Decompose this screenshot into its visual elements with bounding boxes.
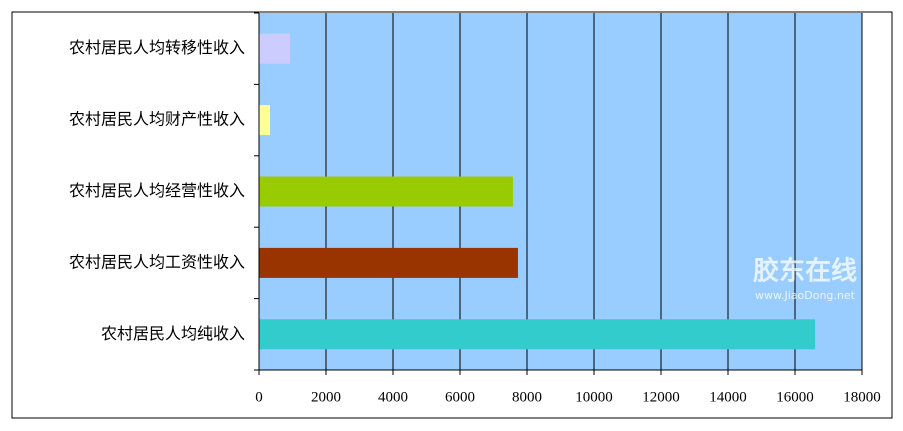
x-tick-label: 12000 [642,389,680,405]
bar [259,247,518,278]
x-tick-label: 10000 [575,389,613,405]
y-tick-label: 农村居民人均转移性收入 [69,38,245,57]
y-tick-label: 农村居民人均财产性收入 [69,110,245,129]
x-tick-label: 14000 [709,389,747,405]
y-tick-label: 农村居民人均经营性收入 [69,181,245,200]
bar [259,105,271,136]
x-tick-label: 2000 [311,389,341,405]
x-tick-label: 4000 [378,389,408,405]
y-tick-label: 农村居民人均纯收入 [101,324,245,343]
x-tick-label: 6000 [445,389,475,405]
y-tick-label: 农村居民人均工资性收入 [69,252,245,271]
x-tick-label: 16000 [776,389,814,405]
bar [259,319,816,350]
x-tick-label: 0 [255,389,263,405]
bar [259,33,291,64]
watermark-title: 胶东在线 [753,256,857,287]
x-tick-label: 8000 [512,389,542,405]
x-tick-label: 18000 [843,389,881,405]
watermark-url: www.JiaoDong.net [755,289,856,302]
bar [259,176,513,207]
